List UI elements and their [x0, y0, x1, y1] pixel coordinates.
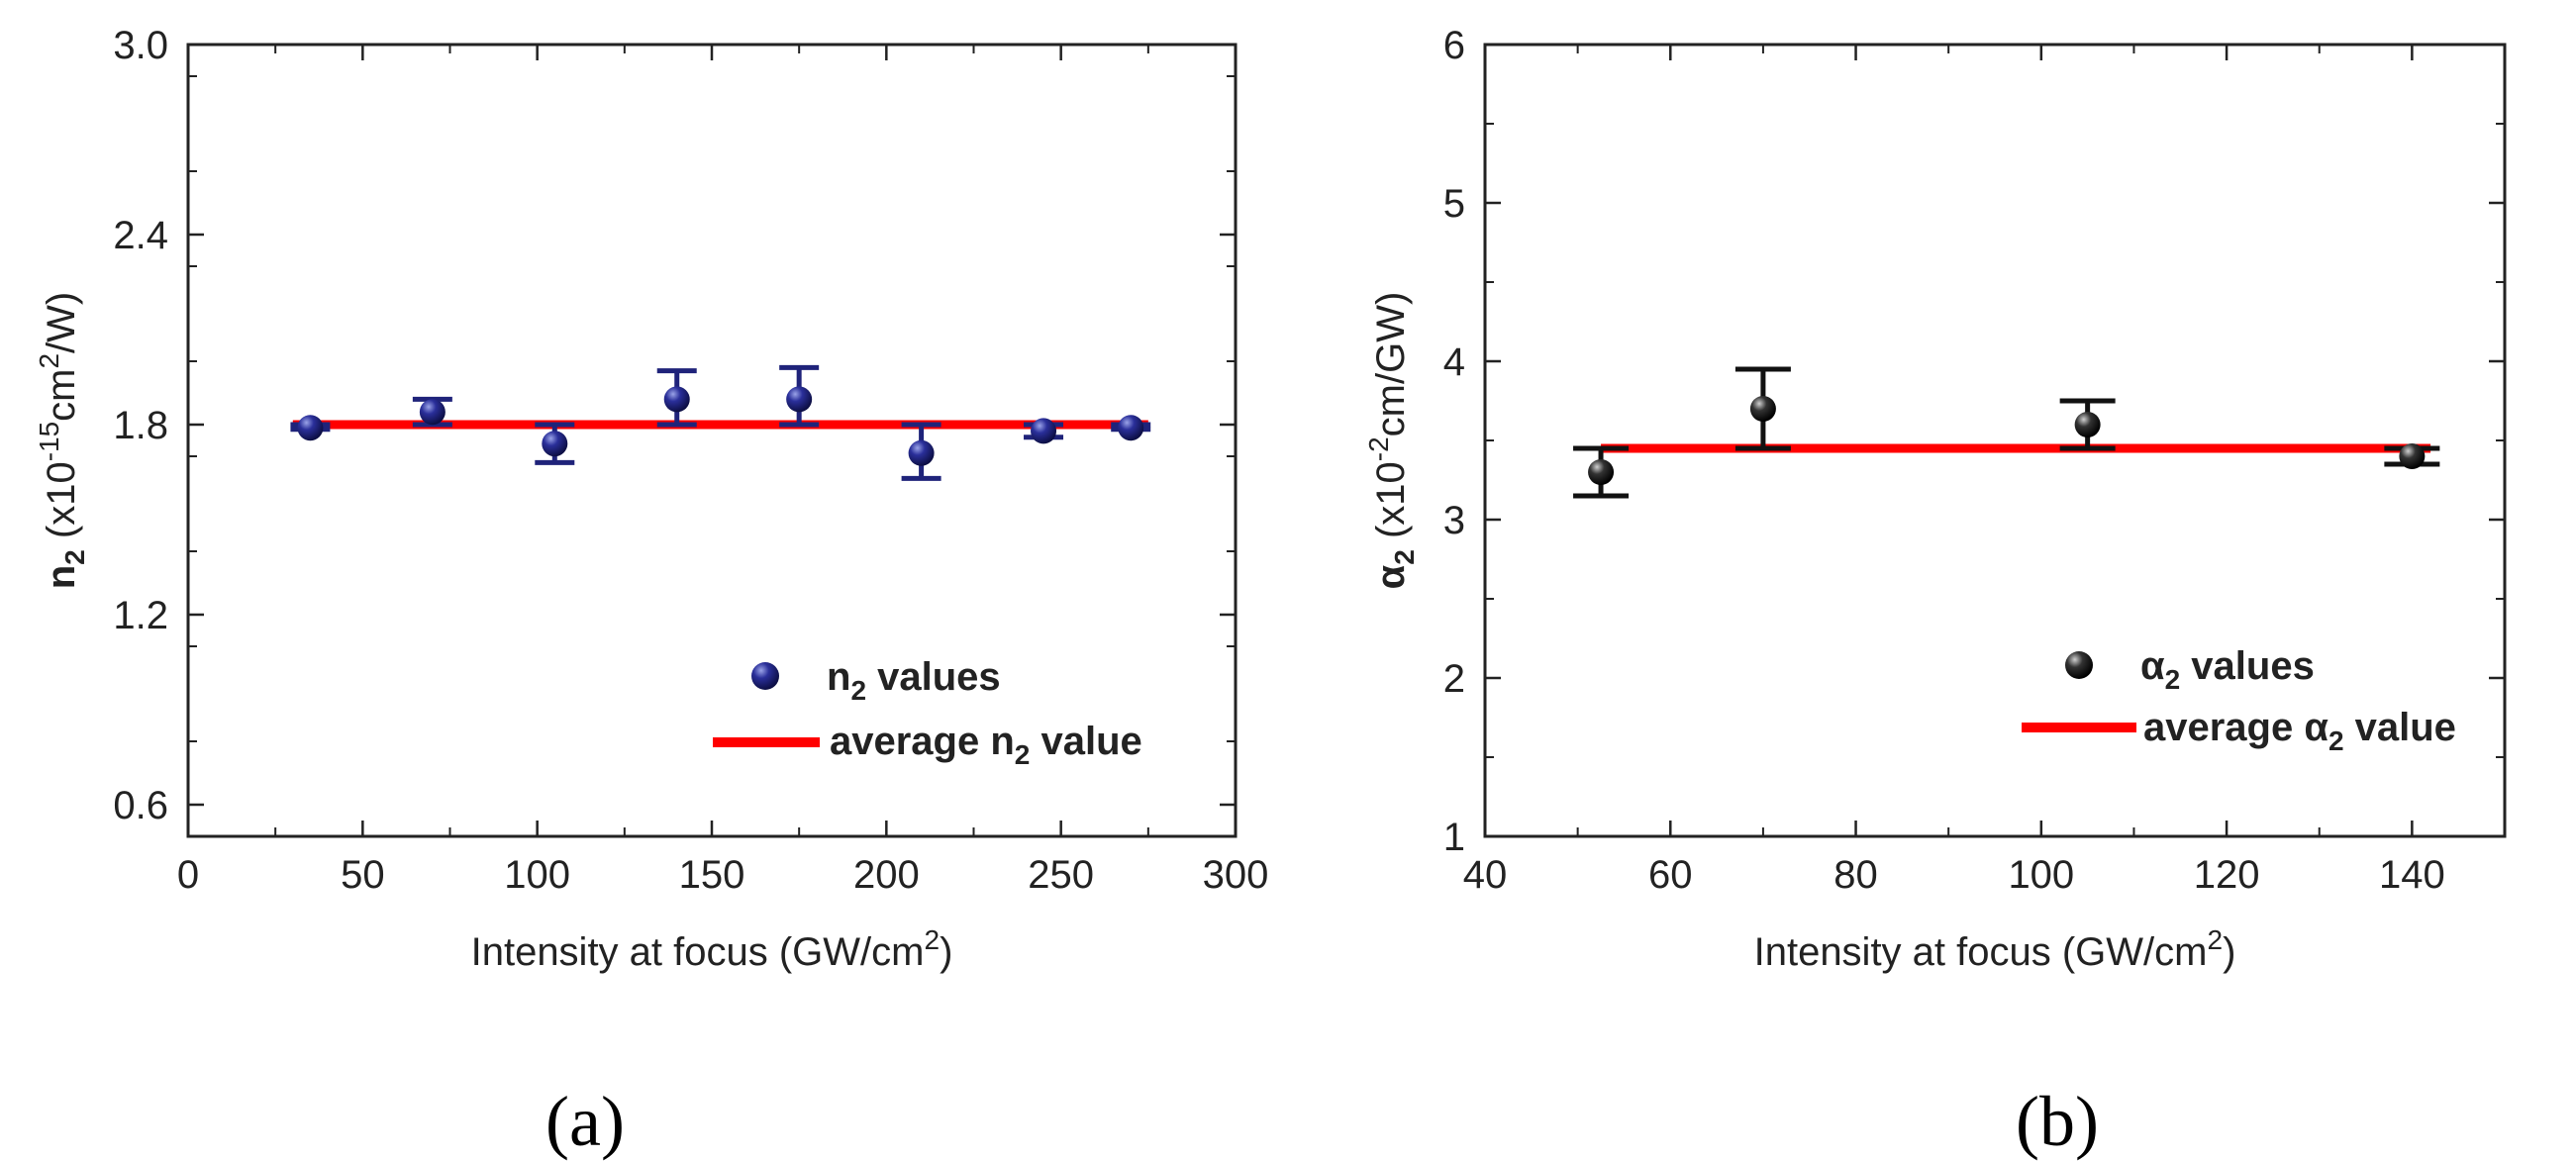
data-points-a	[297, 386, 1144, 466]
y-tick-label: 6	[1443, 24, 1465, 67]
data-point	[2399, 443, 2426, 469]
x-axis-title-a: Intensity at focus (GW/cm2)	[471, 924, 953, 974]
x-tick-label: 100	[504, 853, 570, 897]
data-point	[1031, 418, 1057, 444]
data-point	[908, 439, 935, 466]
x-tick-label: 300	[1203, 853, 1269, 897]
data-point	[663, 386, 690, 413]
y-axis-title-a: n2 (x10-15cm2/W)	[34, 292, 90, 590]
y-tick-label: 1	[1443, 816, 1465, 859]
x-axis-title-b: Intensity at focus (GW/cm2)	[1754, 924, 2236, 974]
data-point	[1749, 396, 1776, 422]
y-tick-label: 3	[1443, 499, 1465, 542]
x-tick-label: 40	[1463, 853, 1508, 897]
data-point	[297, 415, 324, 441]
y-tick-label: 4	[1443, 340, 1465, 384]
x-tick-label: 0	[177, 853, 199, 897]
x-tick-label: 100	[2008, 853, 2074, 897]
plot-frame-a	[186, 43, 1238, 838]
x-tick-label: 150	[679, 853, 745, 897]
ticks-a: 0 50 100 150 200 250 300 0.6 1.2 1.8 2.4 3.0	[113, 24, 1268, 897]
panel-label-a: (a)	[545, 1082, 625, 1161]
x-tick-label: 200	[853, 853, 920, 897]
error-bars-b	[1573, 366, 2440, 499]
legend-marker-n2	[751, 662, 779, 690]
y-tick-label: 1.8	[113, 404, 168, 447]
data-point	[1118, 415, 1144, 441]
chart-panel-a: 0 50 100 150 200 250 300 0.6 1.2 1.8 2.4 3.0 n2 (x1…	[34, 24, 1268, 1161]
legend-label-alpha2-values: α2 values	[2140, 644, 2315, 695]
y-tick-label: 2	[1443, 657, 1465, 701]
y-tick-label: 0.6	[113, 784, 168, 827]
ticks-b: 40 60 80 100 120 140 1 2 3 4 5 6	[1443, 24, 2505, 897]
legend-label-n2-values: n2 values	[827, 655, 1001, 706]
legend-marker-alpha2	[2065, 651, 2093, 679]
data-point	[542, 431, 568, 457]
y-tick-label: 3.0	[113, 24, 168, 67]
y-tick-label: 1.2	[113, 594, 168, 637]
x-tick-label: 60	[1648, 853, 1693, 897]
legend-a: n2 values average n2 value	[713, 655, 1142, 770]
x-tick-label: 140	[2379, 853, 2445, 897]
legend-label-average-n2: average n2 value	[830, 720, 1142, 770]
y-axis-title-b: α2 (x10-2cm/GW)	[1363, 292, 1420, 590]
legend-b: α2 values average α2 value	[2022, 644, 2456, 756]
legend-label-average-alpha2: average α2 value	[2143, 706, 2456, 756]
x-tick-label: 80	[1833, 853, 1878, 897]
data-point	[2074, 412, 2101, 437]
y-tick-label: 2.4	[113, 214, 168, 257]
x-tick-label: 250	[1028, 853, 1094, 897]
data-point	[786, 386, 813, 413]
y-tick-label: 5	[1443, 182, 1465, 226]
x-tick-label: 50	[341, 853, 385, 897]
panel-label-b: (b)	[2016, 1082, 2099, 1161]
data-point	[419, 399, 446, 426]
data-points-b	[1588, 396, 2426, 485]
chart-panel-b: 40 60 80 100 120 140 1 2 3 4 5 6 α2 (x10-2cm/GW) In…	[1363, 24, 2507, 1161]
x-tick-label: 120	[2194, 853, 2260, 897]
data-point	[1588, 459, 1615, 485]
